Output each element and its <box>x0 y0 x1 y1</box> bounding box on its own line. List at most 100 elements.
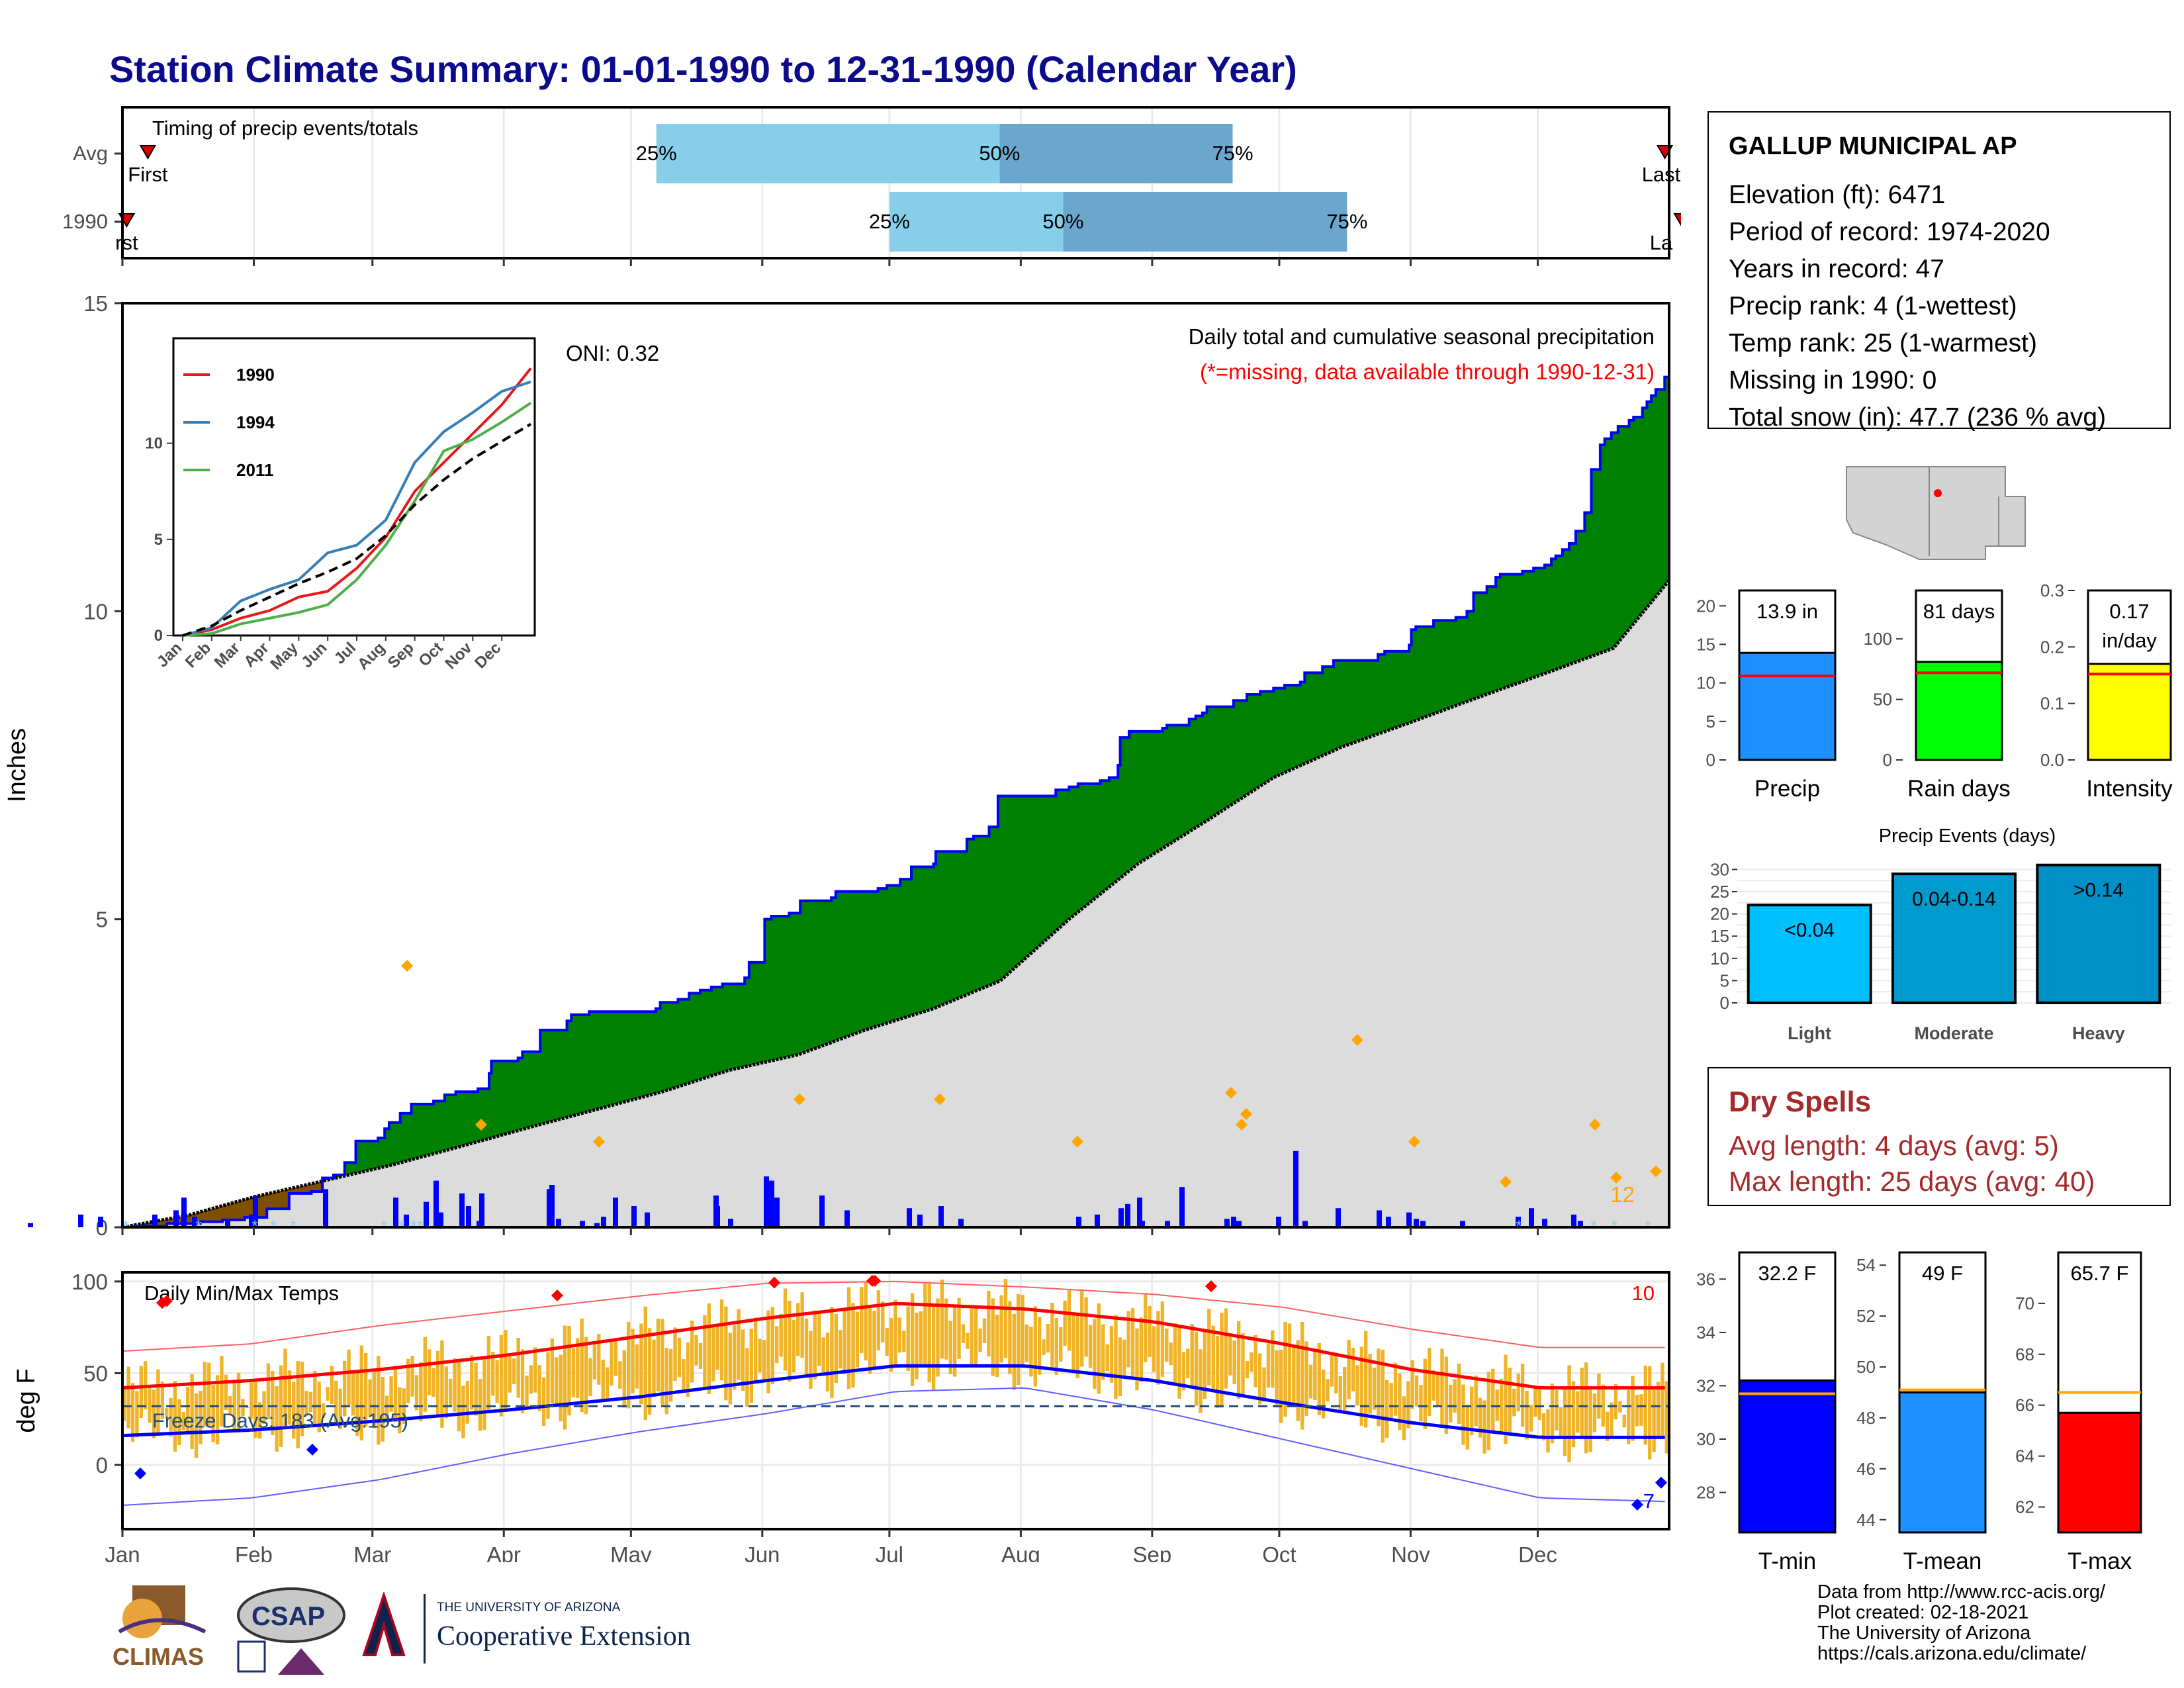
temp-daily-bar <box>804 1318 809 1378</box>
temp-daily-bar <box>664 1348 668 1415</box>
temp-chart-title: Daily Min/Max Temps <box>144 1282 339 1305</box>
temp-daily-bar <box>982 1318 987 1344</box>
temp-daily-bar <box>1402 1396 1406 1440</box>
temp-daily-bar <box>381 1377 385 1442</box>
temp-daily-bar <box>419 1362 423 1422</box>
temp-daily-bar <box>330 1366 334 1404</box>
temp-record-max-marker <box>869 1274 881 1287</box>
temp-daily-bar <box>1533 1385 1537 1417</box>
temp-daily-bar <box>1647 1366 1652 1460</box>
climas-logo-text: CLIMAS <box>113 1643 204 1670</box>
temp-daily-bar <box>1406 1381 1410 1429</box>
mini-bar-value-label-bar_tmax: 65.7 F <box>2071 1262 2129 1285</box>
temp-daily-bar <box>732 1325 737 1390</box>
temp-daily-bar <box>1652 1389 1656 1452</box>
temp-daily-bar <box>377 1356 381 1445</box>
temp-daily-bar <box>1088 1325 1093 1368</box>
main-daily-precip-bar <box>1140 1221 1145 1227</box>
mini-bar-y-tick-label: 62 <box>2015 1497 2034 1517</box>
temp-daily-bar <box>910 1293 915 1386</box>
main-precip-event-marker <box>934 1093 946 1105</box>
temp-daily-bar <box>796 1303 800 1356</box>
temp-daily-bar <box>1389 1383 1393 1421</box>
mini-bar-x-label-bar_tmean: T-mean <box>1903 1548 1982 1574</box>
temp-daily-bar <box>1203 1329 1207 1399</box>
timing-q50-label: 50% <box>979 142 1020 165</box>
mini-bar-value-label-bar_tmin: 32.2 F <box>1758 1262 1817 1285</box>
main-y-tick-label: 10 <box>83 599 108 624</box>
temp-daily-bar <box>707 1303 711 1394</box>
temp-daily-bar <box>1190 1324 1194 1385</box>
temp-daily-bar <box>1321 1370 1326 1419</box>
timing-bar-q25-q50 <box>656 124 1000 183</box>
temp-daily-bar <box>1563 1387 1567 1456</box>
timing-title: Timing of precip events/totals <box>152 117 418 140</box>
temp-daily-bar <box>876 1290 881 1350</box>
summary-bars-chart: 0 5 10 15 20 Precip 13.9 in 0 50 100 Rain days 81 d… <box>1696 581 2173 802</box>
temp-daily-bar <box>1250 1352 1253 1372</box>
temp-daily-bar <box>1508 1368 1512 1436</box>
events-x-label: Moderate <box>1914 1023 1993 1043</box>
timing-last-label: Last <box>1642 163 1681 186</box>
temp-daily-bar <box>745 1348 749 1407</box>
temp-daily-bar <box>1144 1293 1148 1362</box>
main-daily-precip-bar <box>1578 1221 1583 1227</box>
temp-daily-bar <box>1580 1368 1584 1438</box>
temp-x-tick-label: May <box>610 1542 652 1562</box>
ua-logo-a-shape <box>362 1592 406 1656</box>
temp-daily-bar <box>749 1329 754 1403</box>
csap-logo-text: CSAP <box>251 1602 325 1631</box>
temp-daily-bar <box>821 1337 825 1372</box>
credits-block: Data from http://www.rcc-acis.org/ Plot … <box>1817 1582 2105 1664</box>
temp-daily-bar <box>889 1317 893 1372</box>
main-precip-event-marker <box>1650 1165 1662 1178</box>
temp-daily-bar <box>1101 1324 1105 1380</box>
main-daily-precip-bar <box>547 1189 552 1227</box>
temp-daily-bar <box>711 1325 715 1382</box>
temp-daily-bar <box>236 1372 241 1432</box>
ua-small-text: THE UNIVERSITY OF ARIZONA <box>437 1601 621 1615</box>
station-location-marker <box>1934 489 1942 497</box>
temp-daily-bar <box>207 1362 211 1428</box>
temp-daily-bar <box>618 1361 622 1389</box>
temp-record-max-marker <box>161 1295 173 1307</box>
mini-bar-value-label-bar_tmean: 49 F <box>1922 1262 1963 1285</box>
main-daily-precip-bar <box>28 1223 33 1227</box>
temp-daily-bar <box>1377 1348 1381 1427</box>
main-daily-precip-bar <box>774 1197 780 1227</box>
mini-bar-y-tick-label: 32 <box>1696 1376 1715 1395</box>
temp-daily-bar <box>737 1309 741 1380</box>
events-bar-label: 0.04-0.14 <box>1912 888 1996 910</box>
temp-daily-bar <box>597 1334 601 1385</box>
temp-daily-bar <box>754 1317 758 1383</box>
timing-first-label: rst <box>115 231 138 254</box>
main-precip-event-marker <box>1240 1108 1252 1120</box>
temp-daily-bar <box>1423 1358 1428 1429</box>
main-daily-precip-bar <box>1137 1197 1142 1227</box>
events-bar-label: <0.04 <box>1784 919 1835 941</box>
temp-daily-bar <box>435 1350 440 1417</box>
main-daily-precip-bar <box>1414 1219 1419 1227</box>
temp-daily-bar <box>541 1377 546 1426</box>
temp-daily-bar <box>444 1366 449 1419</box>
temp-x-tick-label: Nov <box>1391 1542 1430 1562</box>
temp-daily-bar <box>694 1335 698 1366</box>
temp-record-min-marker <box>1655 1476 1667 1489</box>
temp-daily-bar <box>1313 1350 1317 1400</box>
temp-daily-bar <box>1330 1355 1334 1387</box>
temp-chart: 0 50 100 deg F Freeze Days: 183 (Avg:195) Dai… <box>13 1270 1670 1562</box>
temp-daily-bar <box>872 1311 876 1370</box>
temp-daily-bar <box>461 1385 465 1438</box>
temp-daily-bar <box>173 1380 177 1452</box>
temp-daily-bar <box>1236 1321 1241 1399</box>
timing-q75-label: 75% <box>1212 142 1253 165</box>
temp-daily-bar <box>1160 1301 1165 1377</box>
temp-daily-bar <box>224 1374 228 1411</box>
temp-daily-bar <box>470 1355 474 1410</box>
main-daily-precip-bar <box>1276 1217 1281 1227</box>
temp-daily-bar <box>1262 1367 1266 1402</box>
temp-daily-bar <box>758 1338 762 1373</box>
temp-daily-bar <box>635 1344 639 1389</box>
main-daily-precip-bar <box>958 1219 964 1227</box>
inset-legend-label: 1994 <box>236 412 275 432</box>
